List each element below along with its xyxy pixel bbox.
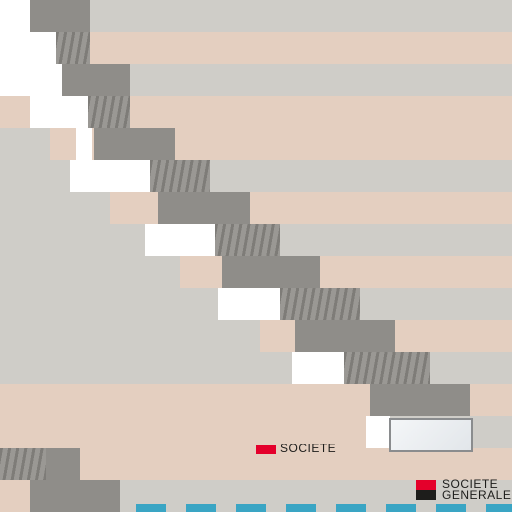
cyan-tile-strip	[120, 504, 512, 512]
facade-band	[0, 448, 512, 480]
facade-band	[0, 64, 512, 96]
facade-block	[222, 256, 320, 288]
facade-block	[0, 416, 370, 448]
facade-band	[0, 32, 512, 64]
facade-block	[62, 64, 130, 96]
facade-block	[0, 480, 30, 512]
logo-line-1: SOCIETE	[442, 477, 499, 491]
facade-block	[30, 0, 90, 32]
facade-band	[0, 224, 512, 256]
facade-block	[76, 128, 92, 160]
window-slats	[150, 160, 210, 192]
facade-block	[0, 256, 180, 288]
facade-block	[218, 288, 280, 320]
facade-band	[0, 0, 512, 32]
facade-block	[370, 384, 470, 416]
facade-band	[0, 96, 512, 128]
facade-band	[0, 160, 512, 192]
facade-band	[0, 128, 512, 160]
facade-block	[0, 128, 50, 160]
facade-band	[0, 320, 512, 352]
facade-band	[0, 384, 512, 416]
facade-block	[30, 96, 88, 128]
ghost-logo-text: SOCIETE	[280, 444, 337, 454]
facade-block	[0, 320, 260, 352]
societe-generale-logo: SOCIETE GENERALE	[416, 477, 512, 502]
facade-block	[30, 480, 120, 512]
facade-block	[292, 352, 344, 384]
logo-line-2: GENERALE	[442, 488, 512, 502]
facade-band	[0, 352, 512, 384]
facade-band	[0, 192, 512, 224]
logo-wordmark: SOCIETE GENERALE	[442, 477, 512, 502]
window-slats	[215, 224, 280, 256]
facade-band	[0, 256, 512, 288]
ghost-logo-mark	[256, 445, 276, 454]
window-slats	[56, 32, 90, 64]
facade-block	[158, 192, 250, 224]
window-slats	[344, 352, 430, 384]
facade-block	[0, 64, 62, 96]
facade-block	[145, 224, 215, 256]
facade-block	[295, 320, 395, 352]
ghost-logo-fragment: SOCIETE	[256, 444, 352, 454]
facade-block	[94, 128, 175, 160]
facade-block	[0, 192, 110, 224]
facade-block	[0, 0, 30, 32]
window-slats	[0, 448, 46, 480]
window-slats	[280, 288, 360, 320]
window-panel	[389, 418, 473, 452]
window-slats	[88, 96, 130, 128]
facade-band	[0, 288, 512, 320]
facade-block	[0, 32, 56, 64]
logo-mark-icon	[416, 480, 436, 500]
facade-block	[366, 416, 390, 448]
facade-block	[70, 160, 150, 192]
